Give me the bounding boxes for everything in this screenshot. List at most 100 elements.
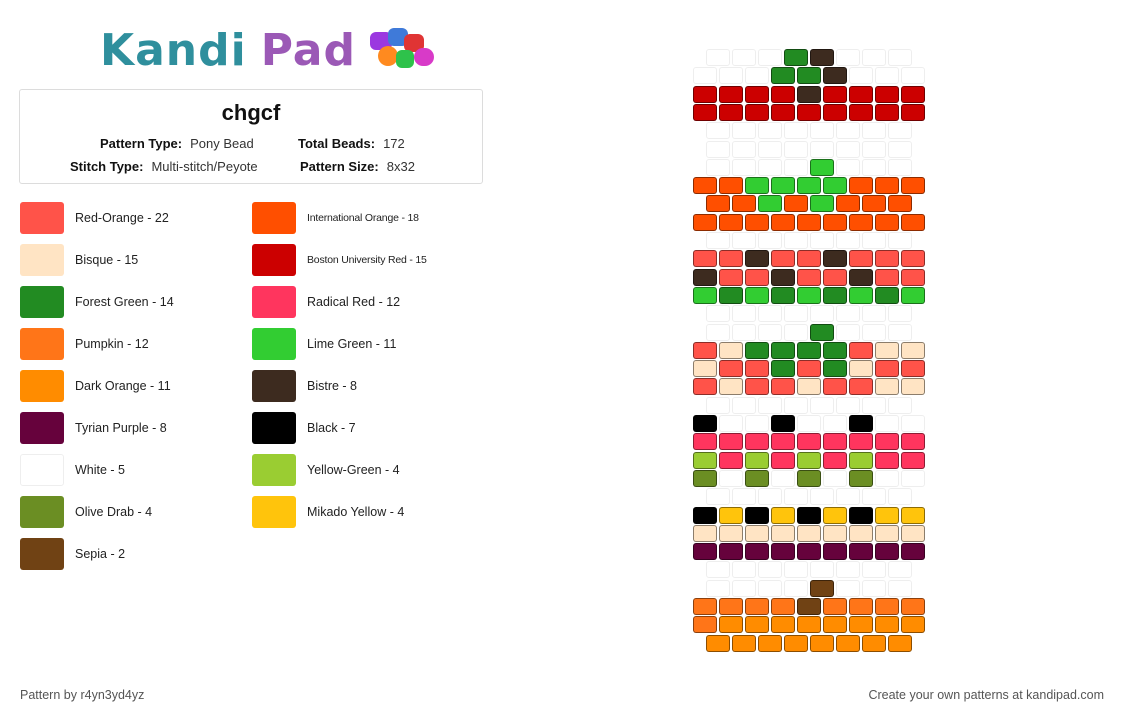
legend-label: Lime Green - 11	[307, 337, 397, 351]
bead	[849, 433, 873, 451]
bead	[732, 158, 756, 176]
create-pattern-link[interactable]: Create your own patterns at kandipad.com	[868, 688, 1104, 702]
bead	[862, 140, 886, 158]
bead	[732, 122, 756, 140]
kandipad-logo[interactable]: Kandi Pad	[100, 24, 440, 76]
legend-swatch	[252, 412, 296, 444]
bead	[888, 305, 912, 323]
bead	[745, 341, 769, 359]
bead	[901, 378, 925, 396]
legend-item: White - 5	[20, 454, 125, 486]
bead	[888, 232, 912, 250]
pattern-size: Pattern Size: 8x32	[300, 159, 415, 174]
bead	[693, 103, 717, 121]
bead	[875, 433, 899, 451]
bead	[758, 305, 782, 323]
bead	[719, 177, 743, 195]
bead	[706, 579, 730, 597]
legend-item: Forest Green - 14	[20, 286, 174, 318]
legend-item: Yellow-Green - 4	[252, 454, 400, 486]
bead	[862, 634, 886, 652]
bead	[875, 524, 899, 542]
bead	[849, 286, 873, 304]
stitch-type-label: Stitch Type:	[70, 159, 144, 174]
bead	[732, 488, 756, 506]
bead-pattern-grid	[693, 49, 925, 653]
bead	[875, 268, 899, 286]
bead	[706, 122, 730, 140]
bead	[901, 506, 925, 524]
bead	[693, 433, 717, 451]
bead	[732, 561, 756, 579]
pattern-type-label: Pattern Type:	[100, 136, 183, 151]
bead	[823, 451, 847, 469]
bead	[875, 543, 899, 561]
bead	[719, 341, 743, 359]
bead	[875, 415, 899, 433]
pattern-type: Pattern Type: Pony Bead	[100, 136, 254, 151]
legend-swatch	[252, 496, 296, 528]
bead	[836, 195, 860, 213]
bead	[901, 451, 925, 469]
bead	[745, 506, 769, 524]
bead	[706, 140, 730, 158]
bead	[719, 415, 743, 433]
bead	[784, 396, 808, 414]
bead	[745, 415, 769, 433]
legend-label: Bisque - 15	[75, 253, 139, 267]
bead	[784, 195, 808, 213]
bead	[732, 140, 756, 158]
bead	[745, 67, 769, 85]
bead	[797, 469, 821, 487]
bead	[797, 286, 821, 304]
bead	[901, 415, 925, 433]
bead	[797, 268, 821, 286]
bead	[823, 543, 847, 561]
bead	[693, 250, 717, 268]
bead	[771, 433, 795, 451]
bead	[758, 561, 782, 579]
bead	[706, 158, 730, 176]
bead	[797, 177, 821, 195]
bead	[849, 268, 873, 286]
legend-swatch	[20, 370, 64, 402]
bead	[810, 396, 834, 414]
bead	[797, 341, 821, 359]
bead	[693, 451, 717, 469]
bead	[888, 488, 912, 506]
legend-item: Olive Drab - 4	[20, 496, 152, 528]
bead	[693, 616, 717, 634]
logo-text-kandi: Kandi	[100, 24, 247, 76]
bead	[758, 579, 782, 597]
bead	[823, 341, 847, 359]
bead	[901, 286, 925, 304]
bead	[862, 579, 886, 597]
bead	[888, 158, 912, 176]
bead	[693, 598, 717, 616]
bead	[888, 634, 912, 652]
bead	[797, 616, 821, 634]
bead	[745, 378, 769, 396]
bead	[875, 616, 899, 634]
bead	[719, 433, 743, 451]
legend-label: White - 5	[75, 463, 126, 477]
bead	[875, 67, 899, 85]
total-beads-value: 172	[383, 136, 405, 151]
bead	[901, 360, 925, 378]
bead	[888, 195, 912, 213]
bead	[719, 378, 743, 396]
bead	[693, 469, 717, 487]
bead	[901, 177, 925, 195]
bead	[901, 598, 925, 616]
stitch-type-value: Multi-stitch/Peyote	[151, 159, 258, 174]
bead	[810, 140, 834, 158]
bead	[836, 305, 860, 323]
bead	[875, 177, 899, 195]
bead	[849, 616, 873, 634]
bead	[732, 305, 756, 323]
bead	[823, 250, 847, 268]
legend-item: International Orange - 18	[252, 202, 419, 234]
bead	[719, 543, 743, 561]
bead	[745, 268, 769, 286]
bead	[758, 158, 782, 176]
